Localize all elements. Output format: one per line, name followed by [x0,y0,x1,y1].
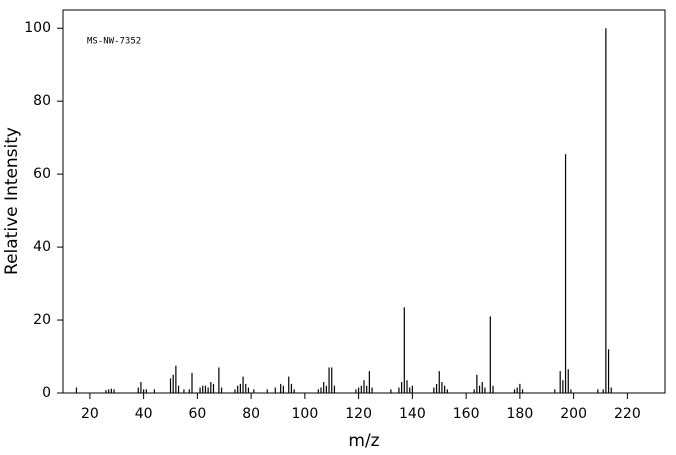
x-tick-label: 220 [614,406,641,422]
x-tick-label: 180 [507,406,534,422]
x-tick-label: 100 [292,406,319,422]
plot-frame [62,9,666,394]
y-tick-label: 20 [33,312,51,328]
annotation: MS-NW-7352 [87,37,141,47]
x-tick-label: 40 [135,406,153,422]
y-tick-label: 100 [24,20,51,36]
x-axis-label: m/z [348,431,379,451]
y-tick-label: 40 [33,239,51,255]
y-tick-label: 60 [33,166,51,182]
x-tick-label: 140 [399,406,426,422]
x-tick-label: 60 [188,406,206,422]
x-tick-label: 120 [345,406,372,422]
x-tick-label: 160 [453,406,480,422]
x-tick-label: 200 [560,406,587,422]
y-axis-label: Relative Intensity [2,127,22,275]
y-tick-label: 80 [33,93,51,109]
y-tick-label: 0 [42,385,51,401]
x-tick-label: 80 [242,406,260,422]
x-tick-label: 20 [81,406,99,422]
